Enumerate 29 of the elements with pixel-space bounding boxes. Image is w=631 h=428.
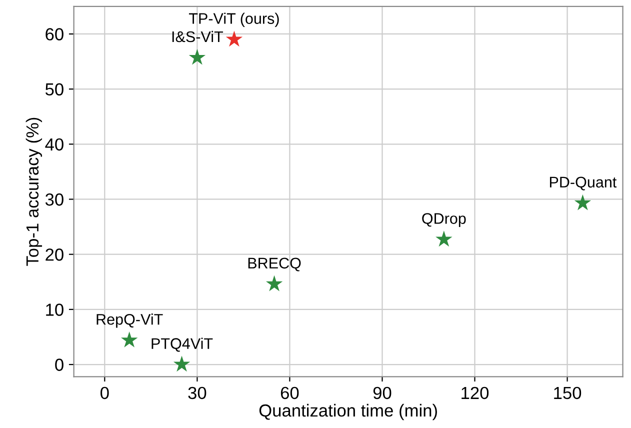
y-tick-label: 60: [46, 28, 64, 40]
x-tick-label: 60: [280, 386, 299, 400]
x-tick-label: 30: [188, 386, 206, 400]
point: [266, 275, 283, 292]
annotation: I&S-ViT: [172, 30, 224, 42]
y-tick-label: 10: [46, 304, 64, 316]
point: [120, 331, 138, 348]
x-axis-title: Quantization time (min): [259, 404, 437, 420]
annotation: BRECQ: [248, 258, 301, 272]
y-tick-label: 40: [45, 138, 64, 151]
point: [436, 230, 452, 247]
annotation: PD-Quant: [550, 176, 617, 190]
x-tick-label: 120: [462, 386, 489, 400]
x-tick-label: 0: [100, 386, 109, 400]
point: [574, 194, 592, 210]
annotation: PTQ4ViT: [152, 338, 213, 352]
annotation: RepQ-ViT: [96, 314, 163, 328]
y-tick-label: 30: [45, 193, 64, 206]
y-tick-label: 50: [45, 83, 64, 96]
point: [173, 356, 190, 372]
point: [188, 48, 206, 65]
x-tick-label: 150: [554, 386, 582, 400]
x-tick-label: 90: [373, 386, 392, 400]
y-tick-label: 20: [46, 248, 64, 261]
y-axis-title: Top-1 accuracy (%): [26, 118, 42, 266]
y-tick-label: 0: [55, 358, 64, 371]
annotation: TP-ViT (ours): [188, 12, 279, 27]
point: [226, 30, 243, 47]
annotation: QDrop: [422, 213, 466, 227]
